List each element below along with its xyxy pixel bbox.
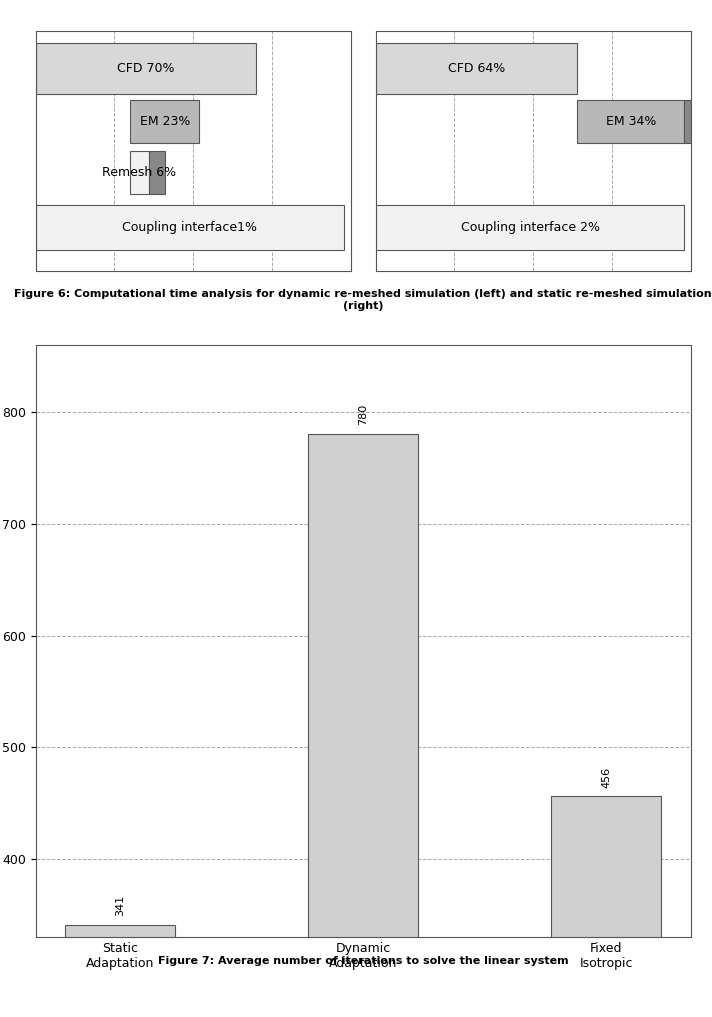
Bar [130, 100, 199, 143]
Text: CFD 70%: CFD 70% [117, 62, 174, 74]
Text: EM 34%: EM 34% [606, 115, 656, 128]
Text: CFD 64%: CFD 64% [448, 62, 505, 74]
Text: Coupling interface1%: Coupling interface1% [122, 221, 258, 234]
Bar [149, 151, 164, 194]
Text: 780: 780 [358, 404, 368, 425]
Bar [36, 43, 256, 94]
Bar [684, 100, 691, 143]
Text: EM 23%: EM 23% [140, 115, 190, 128]
Text: 456: 456 [601, 767, 611, 787]
Bar [376, 43, 577, 94]
Bar [66, 925, 174, 1017]
Text: Coupling interface 2%: Coupling interface 2% [461, 221, 600, 234]
Bar [376, 205, 684, 250]
Text: Figure 6: Computational time analysis for dynamic re-meshed simulation (left) an: Figure 6: Computational time analysis fo… [14, 289, 712, 310]
Bar [130, 151, 149, 194]
Bar [308, 434, 418, 1017]
Text: Figure 7: Average number of iterations to solve the linear system: Figure 7: Average number of iterations t… [158, 956, 568, 966]
Bar [552, 796, 661, 1017]
Bar [36, 205, 344, 250]
Bar [577, 100, 684, 143]
Text: 341: 341 [115, 895, 125, 916]
Text: Remesh 6%: Remesh 6% [103, 166, 177, 179]
